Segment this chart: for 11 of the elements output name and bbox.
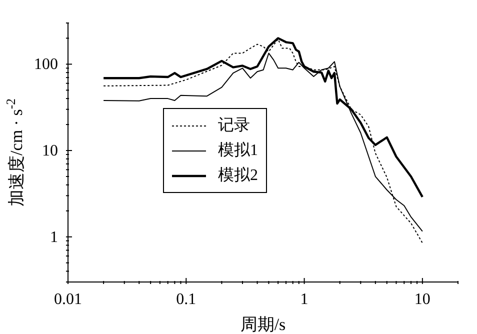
legend-label: 记录 [218, 116, 250, 136]
x-tick-label: 0.01 [54, 291, 82, 308]
y-tick-label: 10 [42, 142, 58, 160]
legend-label: 模拟2 [218, 166, 258, 186]
x-tick-label: 0.1 [176, 291, 196, 308]
y-tick-label: 100 [34, 56, 58, 74]
y-tick-label: 1 [50, 228, 58, 246]
x-tick-label: 10 [414, 291, 430, 308]
x-axis-title: 周期/s [240, 315, 286, 334]
x-tick-label: 1 [300, 291, 308, 308]
legend-label: 模拟1 [218, 140, 258, 161]
